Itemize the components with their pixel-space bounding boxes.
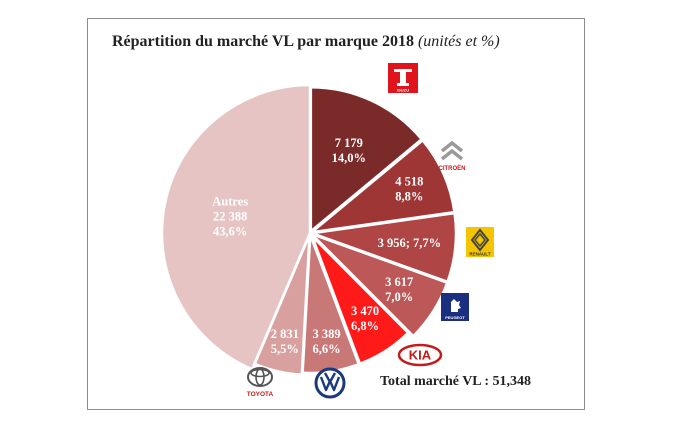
slice-data-label: 7 179 14,0% — [332, 136, 366, 165]
slice-data-label: 3 617 7,0% — [385, 275, 413, 304]
kia-logo: KIA — [397, 343, 443, 367]
pie-slice — [310, 232, 449, 338]
slice-data-label: 3 389 6,6% — [313, 327, 341, 356]
isuzu-logo: ISUZU — [388, 63, 418, 93]
pie-chart: 7 179 14,0%4 518 8,8%3 956; 7,7%3 617 7,0%3… — [160, 83, 458, 377]
slice-data-label: 4 518 8,8% — [395, 175, 423, 204]
peugeot-logo-text: PEUGEOT — [445, 315, 465, 320]
slice-data-label: 3 956; 7,7% — [378, 236, 442, 250]
toyota-logo-text: TOYOTA — [247, 391, 274, 398]
slice-data-label: 3 470 6,8% — [351, 304, 379, 333]
renault-logo-text: RENAULT — [469, 252, 490, 257]
citroen-logo-text: CITROËN — [439, 165, 466, 172]
slice-data-label: Autres 22 388 43,6% — [212, 195, 248, 239]
chart-subtitle: (unités et %) — [417, 33, 500, 50]
isuzu-logo-text: ISUZU — [397, 88, 409, 93]
slice-data-label: 2 831 5,5% — [271, 327, 299, 356]
slice-label-line: 2 831 — [271, 327, 299, 341]
slice-label-line: Autres — [212, 195, 248, 209]
pie-slice — [309, 85, 424, 234]
slice-label-line: 3 470 — [351, 304, 379, 318]
slice-label-line: 3 617 — [385, 275, 413, 289]
slice-label-line: 43,6% — [213, 225, 247, 239]
slice-label-line: 7 179 — [335, 136, 363, 150]
peugeot-logo: PEUGEOT — [441, 293, 469, 321]
slice-label-line: 6,6% — [313, 342, 341, 356]
slice-label-line: 3 956; 7,7% — [378, 236, 442, 250]
chart-frame: Répartition du marché VL par marque 2018… — [87, 18, 585, 410]
total-market: Total marché VL : 51,348 — [380, 374, 531, 390]
pie-slice — [160, 83, 312, 371]
total-value: 51,348 — [492, 374, 532, 389]
slice-label-line: 3 389 — [313, 327, 341, 341]
slice-label-line: 5,5% — [271, 342, 299, 356]
slice-label-line: 14,0% — [332, 151, 366, 165]
chart-title: Répartition du marché VL par marque 2018… — [112, 33, 500, 51]
slice-label-line: 6,8% — [351, 319, 379, 333]
toyota-logo: TOYOTA — [240, 365, 280, 399]
total-label: Total marché VL : — [380, 374, 490, 389]
slice-label-line: 22 388 — [213, 210, 247, 224]
renault-logo: RENAULT — [466, 227, 494, 257]
citroen-logo: CITROËN — [434, 139, 470, 173]
chart-title-text: Répartition du marché VL par marque 2018 — [112, 33, 414, 50]
slice-label-line: 7,0% — [385, 290, 413, 304]
volkswagen-logo — [314, 367, 346, 399]
pie-slice — [310, 235, 410, 366]
slice-label-line: 4 518 — [395, 175, 423, 189]
slice-label-line: 8,8% — [395, 190, 423, 204]
kia-logo-text: KIA — [409, 348, 432, 363]
